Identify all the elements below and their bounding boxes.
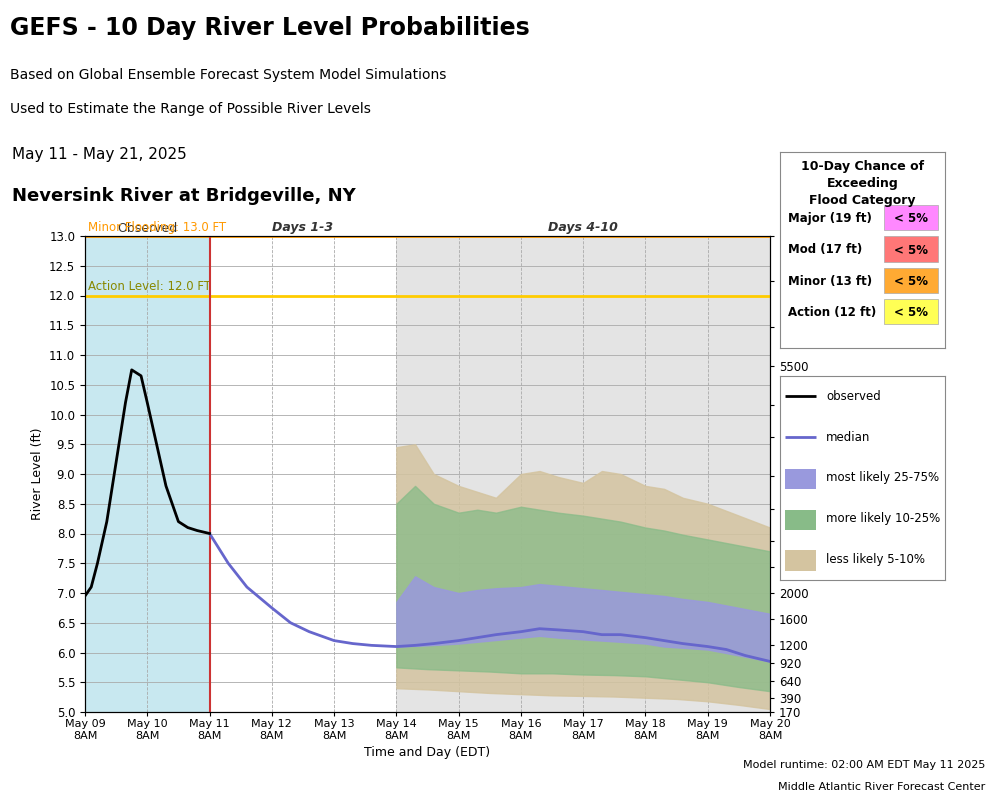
Text: Minor (13 ft): Minor (13 ft) bbox=[788, 275, 872, 288]
Text: 10-Day Chance of
Exceeding
Flood Category: 10-Day Chance of Exceeding Flood Categor… bbox=[801, 160, 924, 207]
Text: most likely 25-75%: most likely 25-75% bbox=[826, 471, 939, 485]
Text: observed: observed bbox=[826, 390, 881, 403]
Y-axis label: River Flow (cfs): River Flow (cfs) bbox=[815, 426, 828, 522]
Bar bbox=[785, 469, 816, 490]
Text: May 11 - May 21, 2025: May 11 - May 21, 2025 bbox=[12, 146, 187, 162]
Bar bbox=[785, 510, 816, 530]
Bar bbox=[884, 205, 938, 230]
Y-axis label: River Level (ft): River Level (ft) bbox=[31, 428, 44, 520]
Text: Days 4-10: Days 4-10 bbox=[548, 222, 618, 234]
Bar bbox=[785, 550, 816, 571]
Text: < 5%: < 5% bbox=[894, 275, 928, 288]
Text: more likely 10-25%: more likely 10-25% bbox=[826, 512, 940, 526]
Text: < 5%: < 5% bbox=[894, 306, 928, 319]
Text: < 5%: < 5% bbox=[894, 243, 928, 257]
Text: Model runtime: 02:00 AM EDT May 11 2025: Model runtime: 02:00 AM EDT May 11 2025 bbox=[743, 760, 985, 770]
Bar bbox=[884, 299, 938, 325]
Text: Middle Atlantic River Forecast Center: Middle Atlantic River Forecast Center bbox=[778, 782, 985, 792]
X-axis label: Time and Day (EDT): Time and Day (EDT) bbox=[364, 746, 491, 759]
Bar bbox=[210, 236, 396, 712]
Text: Action (12 ft): Action (12 ft) bbox=[788, 306, 876, 319]
Text: < 5%: < 5% bbox=[894, 212, 928, 225]
Bar bbox=[884, 236, 938, 262]
Text: GEFS - 10 Day River Level Probabilities: GEFS - 10 Day River Level Probabilities bbox=[10, 16, 530, 40]
Bar bbox=[396, 236, 770, 712]
Text: less likely 5-10%: less likely 5-10% bbox=[826, 553, 925, 566]
Text: Minor Flooding: 13.0 FT: Minor Flooding: 13.0 FT bbox=[88, 221, 226, 234]
Text: Days 1-3: Days 1-3 bbox=[272, 222, 334, 234]
Text: Observed: Observed bbox=[117, 222, 177, 234]
Text: Action Level: 12.0 FT: Action Level: 12.0 FT bbox=[88, 280, 211, 293]
Text: Major (19 ft): Major (19 ft) bbox=[788, 212, 872, 225]
Text: Mod (17 ft): Mod (17 ft) bbox=[788, 243, 862, 257]
Bar bbox=[85, 236, 210, 712]
Text: Used to Estimate the Range of Possible River Levels: Used to Estimate the Range of Possible R… bbox=[10, 102, 371, 116]
Text: Neversink River at Bridgeville, NY: Neversink River at Bridgeville, NY bbox=[12, 187, 356, 205]
Text: Based on Global Ensemble Forecast System Model Simulations: Based on Global Ensemble Forecast System… bbox=[10, 68, 446, 82]
Text: median: median bbox=[826, 430, 871, 444]
Bar bbox=[884, 268, 938, 293]
